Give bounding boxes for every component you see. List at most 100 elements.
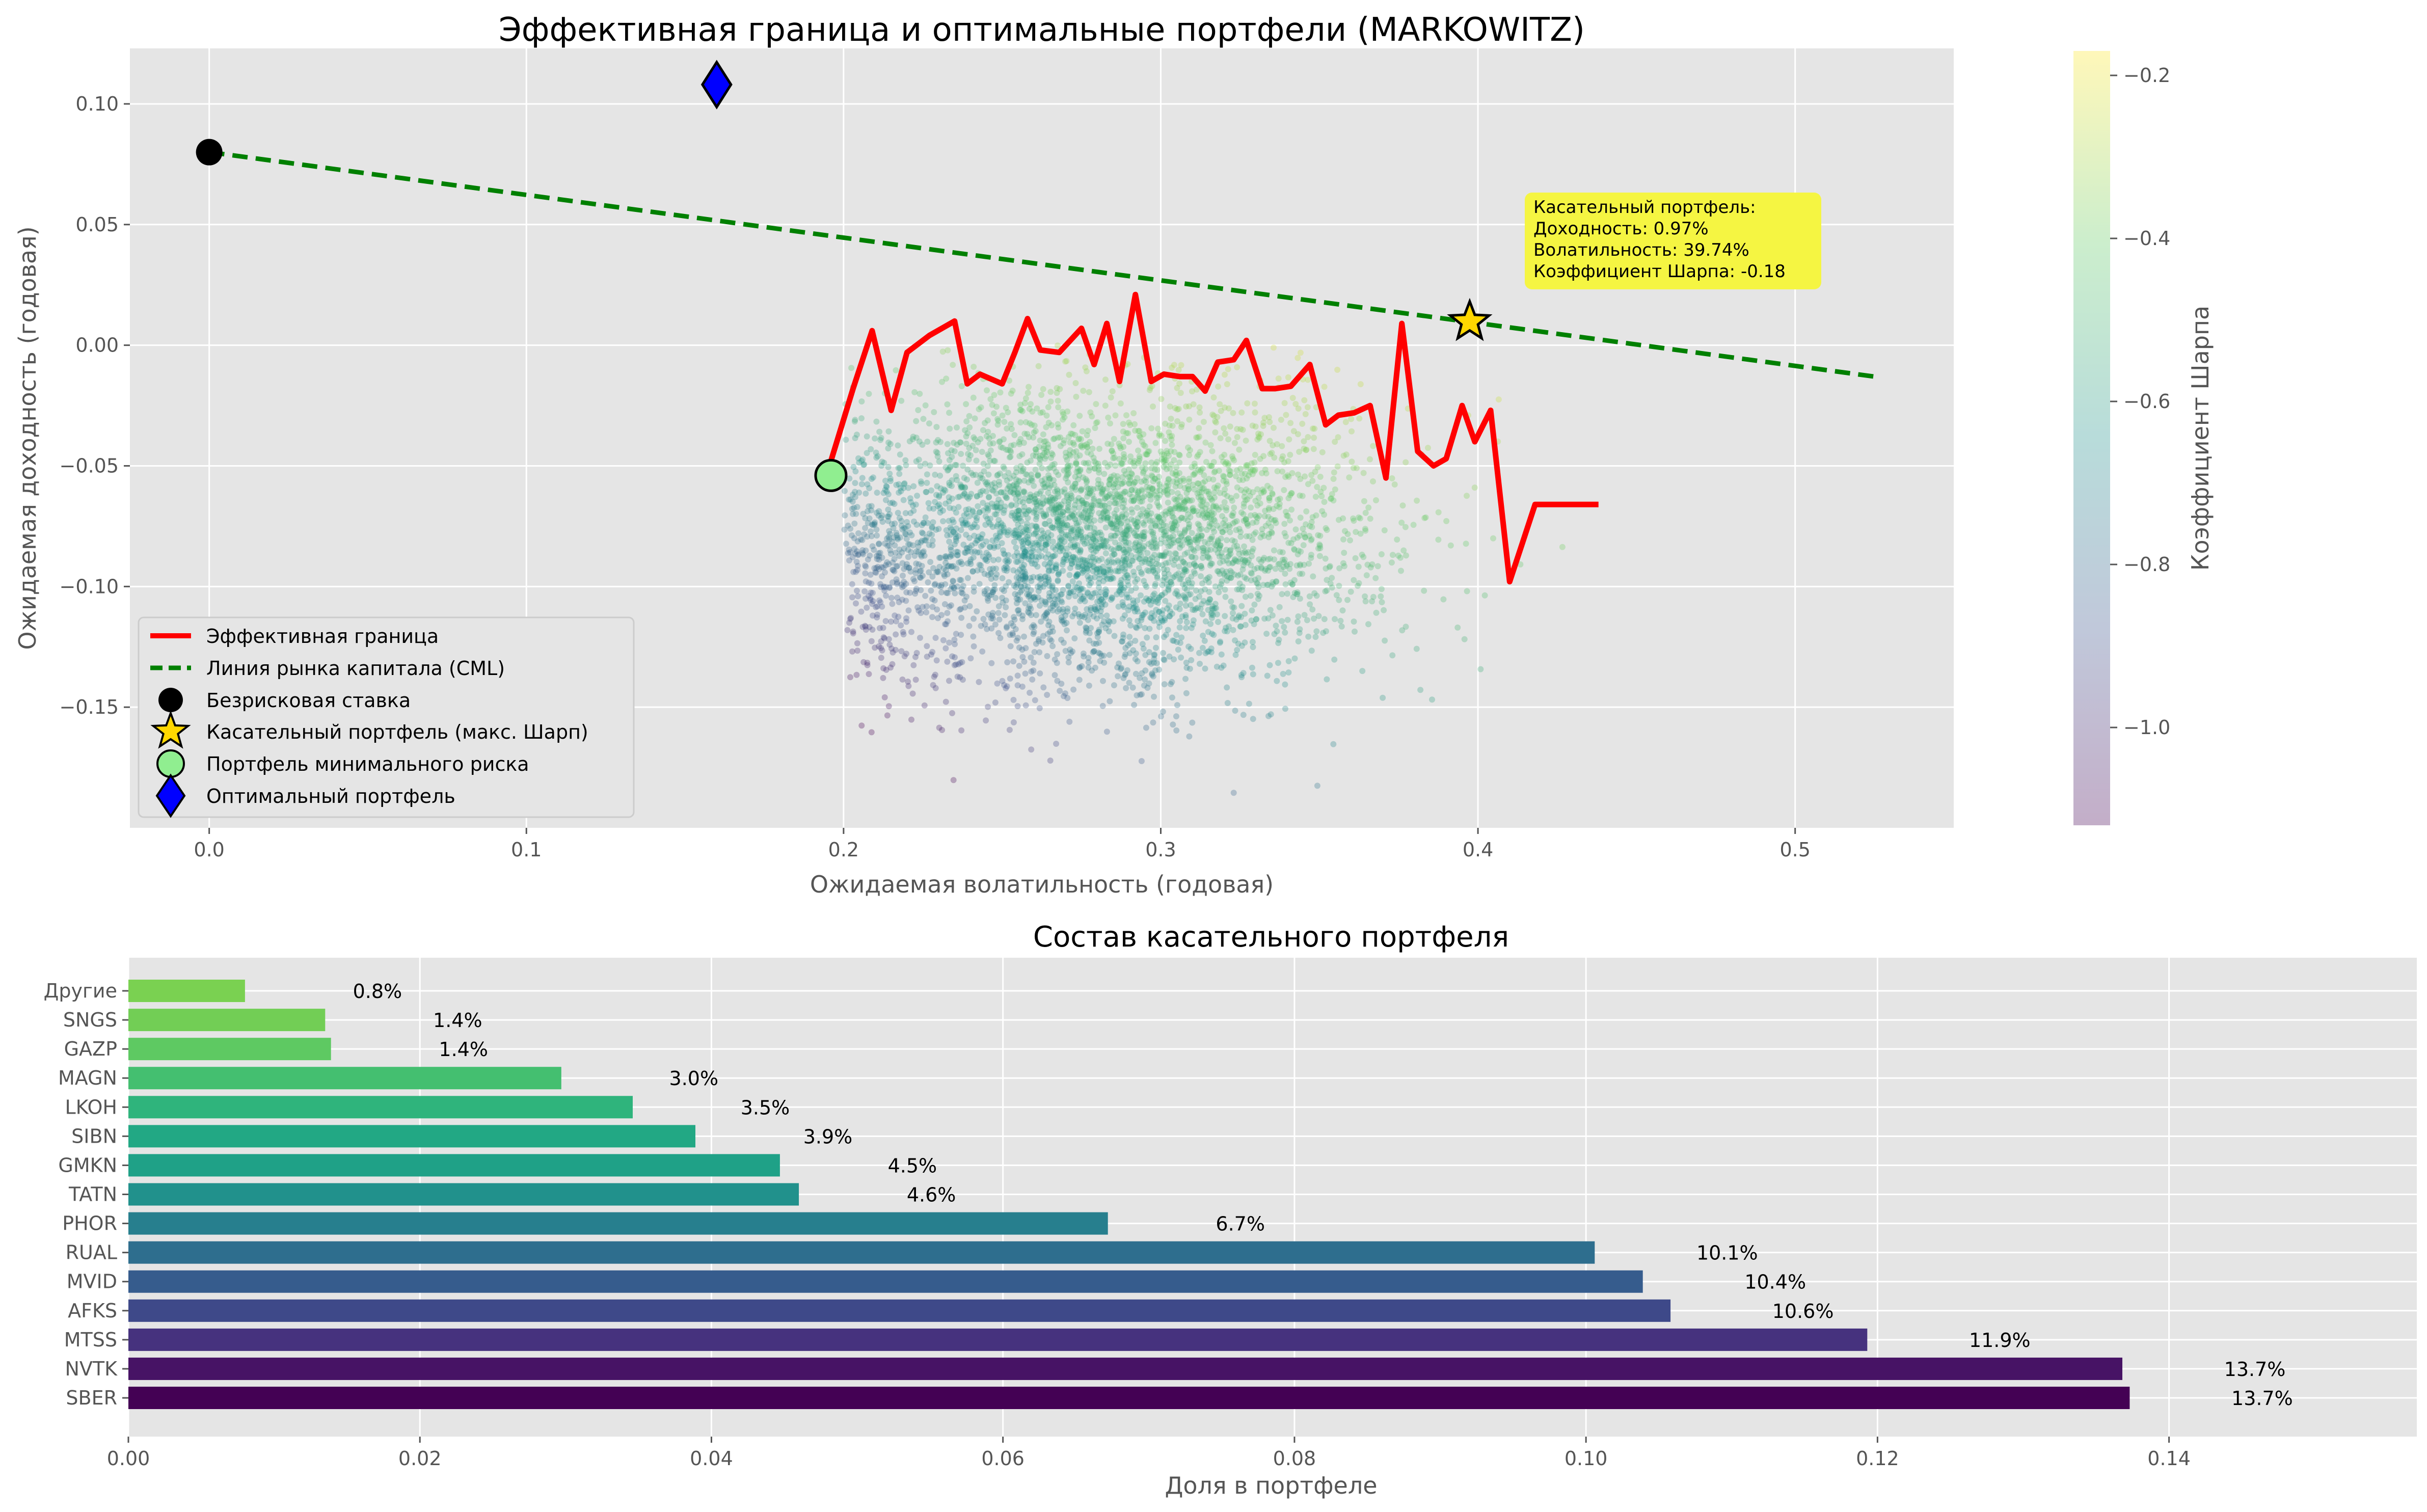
random-portfolio-point (992, 595, 999, 601)
random-portfolio-point (1045, 575, 1051, 581)
random-portfolio-point (1021, 578, 1028, 584)
random-portfolio-point (1229, 453, 1235, 460)
random-portfolio-point (846, 557, 852, 564)
random-portfolio-point (1225, 436, 1232, 443)
random-portfolio-point (1042, 573, 1048, 580)
random-portfolio-point (1111, 559, 1117, 566)
random-portfolio-point (924, 643, 930, 650)
random-portfolio-point (1207, 442, 1214, 448)
random-portfolio-point (1206, 507, 1212, 514)
random-portfolio-point (1096, 543, 1103, 549)
random-portfolio-point (987, 571, 994, 577)
random-portfolio-point (949, 517, 956, 523)
random-portfolio-point (950, 563, 957, 570)
random-portfolio-point (1221, 491, 1228, 497)
random-portfolio-point (989, 589, 996, 596)
random-portfolio-point (966, 424, 973, 430)
random-portfolio-point (894, 532, 900, 538)
random-portfolio-point (869, 627, 876, 633)
random-portfolio-point (1022, 395, 1029, 402)
random-portfolio-point (1048, 422, 1055, 428)
random-portfolio-point (1100, 678, 1106, 684)
random-portfolio-point (1332, 616, 1338, 623)
random-portfolio-point (1187, 542, 1193, 548)
random-portfolio-point (1016, 532, 1022, 538)
random-portfolio-point (1209, 411, 1216, 418)
random-portfolio-point (1100, 563, 1107, 570)
random-portfolio-point (1017, 436, 1024, 442)
random-portfolio-point (1362, 527, 1369, 534)
random-portfolio-point (884, 712, 891, 719)
random-portfolio-point (1096, 639, 1102, 646)
random-portfolio-point (1308, 472, 1315, 478)
random-portfolio-point (999, 540, 1005, 547)
random-portfolio-point (908, 499, 914, 505)
random-portfolio-point (1018, 538, 1025, 545)
random-portfolio-point (1111, 551, 1117, 557)
random-portfolio-point (976, 561, 983, 568)
random-portfolio-point (1069, 560, 1075, 566)
random-portfolio-point (1181, 566, 1188, 573)
random-portfolio-point (990, 503, 996, 510)
random-portfolio-point (1307, 601, 1313, 608)
random-portfolio-point (959, 520, 966, 527)
random-portfolio-point (1071, 541, 1078, 548)
random-portfolio-point (1107, 476, 1114, 482)
random-portfolio-point (930, 505, 937, 512)
random-portfolio-point (960, 522, 966, 528)
random-portfolio-point (1067, 452, 1074, 459)
random-portfolio-point (1041, 480, 1048, 487)
random-portfolio-point (1256, 435, 1262, 441)
random-portfolio-point (1046, 476, 1053, 483)
random-portfolio-point (1087, 575, 1094, 581)
random-portfolio-point (1233, 616, 1239, 623)
random-portfolio-point (1217, 525, 1224, 532)
random-portfolio-point (1254, 436, 1261, 443)
random-portfolio-point (849, 594, 855, 601)
random-portfolio-point (1036, 490, 1043, 497)
random-portfolio-point (1347, 588, 1354, 595)
random-portfolio-point (1183, 568, 1190, 574)
random-portfolio-point (1443, 518, 1450, 524)
random-portfolio-point (1013, 469, 1019, 476)
random-portfolio-point (1072, 593, 1078, 599)
random-portfolio-point (1037, 573, 1043, 580)
random-portfolio-point (1495, 396, 1502, 403)
random-portfolio-point (974, 608, 980, 614)
random-portfolio-point (1054, 651, 1061, 658)
random-portfolio-point (1260, 556, 1266, 563)
random-portfolio-point (882, 618, 889, 625)
random-portfolio-point (1285, 374, 1291, 381)
random-portfolio-point (887, 441, 894, 447)
random-portfolio-point (1270, 442, 1276, 449)
random-portfolio-point (1049, 544, 1056, 551)
random-portfolio-point (907, 529, 913, 536)
random-portfolio-point (1171, 496, 1178, 502)
random-portfolio-point (1109, 524, 1116, 531)
random-portfolio-point (1186, 452, 1193, 458)
random-portfolio-point (1308, 647, 1315, 654)
random-portfolio-point (965, 495, 972, 502)
random-portfolio-point (1019, 408, 1026, 415)
random-portfolio-point (940, 637, 947, 643)
random-portfolio-point (1055, 501, 1062, 508)
random-portfolio-point (1029, 676, 1036, 683)
random-portfolio-point (1045, 622, 1051, 629)
random-portfolio-point (1055, 571, 1062, 578)
random-portfolio-point (1218, 504, 1225, 510)
composition-bar (128, 1009, 326, 1032)
random-portfolio-point (1028, 654, 1034, 661)
random-portfolio-point (1263, 631, 1270, 637)
random-portfolio-point (884, 559, 891, 565)
random-portfolio-point (1056, 504, 1062, 511)
random-portfolio-point (1043, 554, 1049, 561)
random-portfolio-point (1147, 484, 1153, 491)
random-portfolio-point (964, 575, 971, 581)
random-portfolio-point (1156, 594, 1163, 601)
random-portfolio-point (1102, 593, 1109, 600)
random-portfolio-point (1117, 445, 1124, 451)
random-portfolio-point (1020, 489, 1027, 496)
random-portfolio-point (970, 643, 977, 650)
random-portfolio-point (1259, 530, 1265, 537)
random-portfolio-point (1350, 465, 1357, 471)
